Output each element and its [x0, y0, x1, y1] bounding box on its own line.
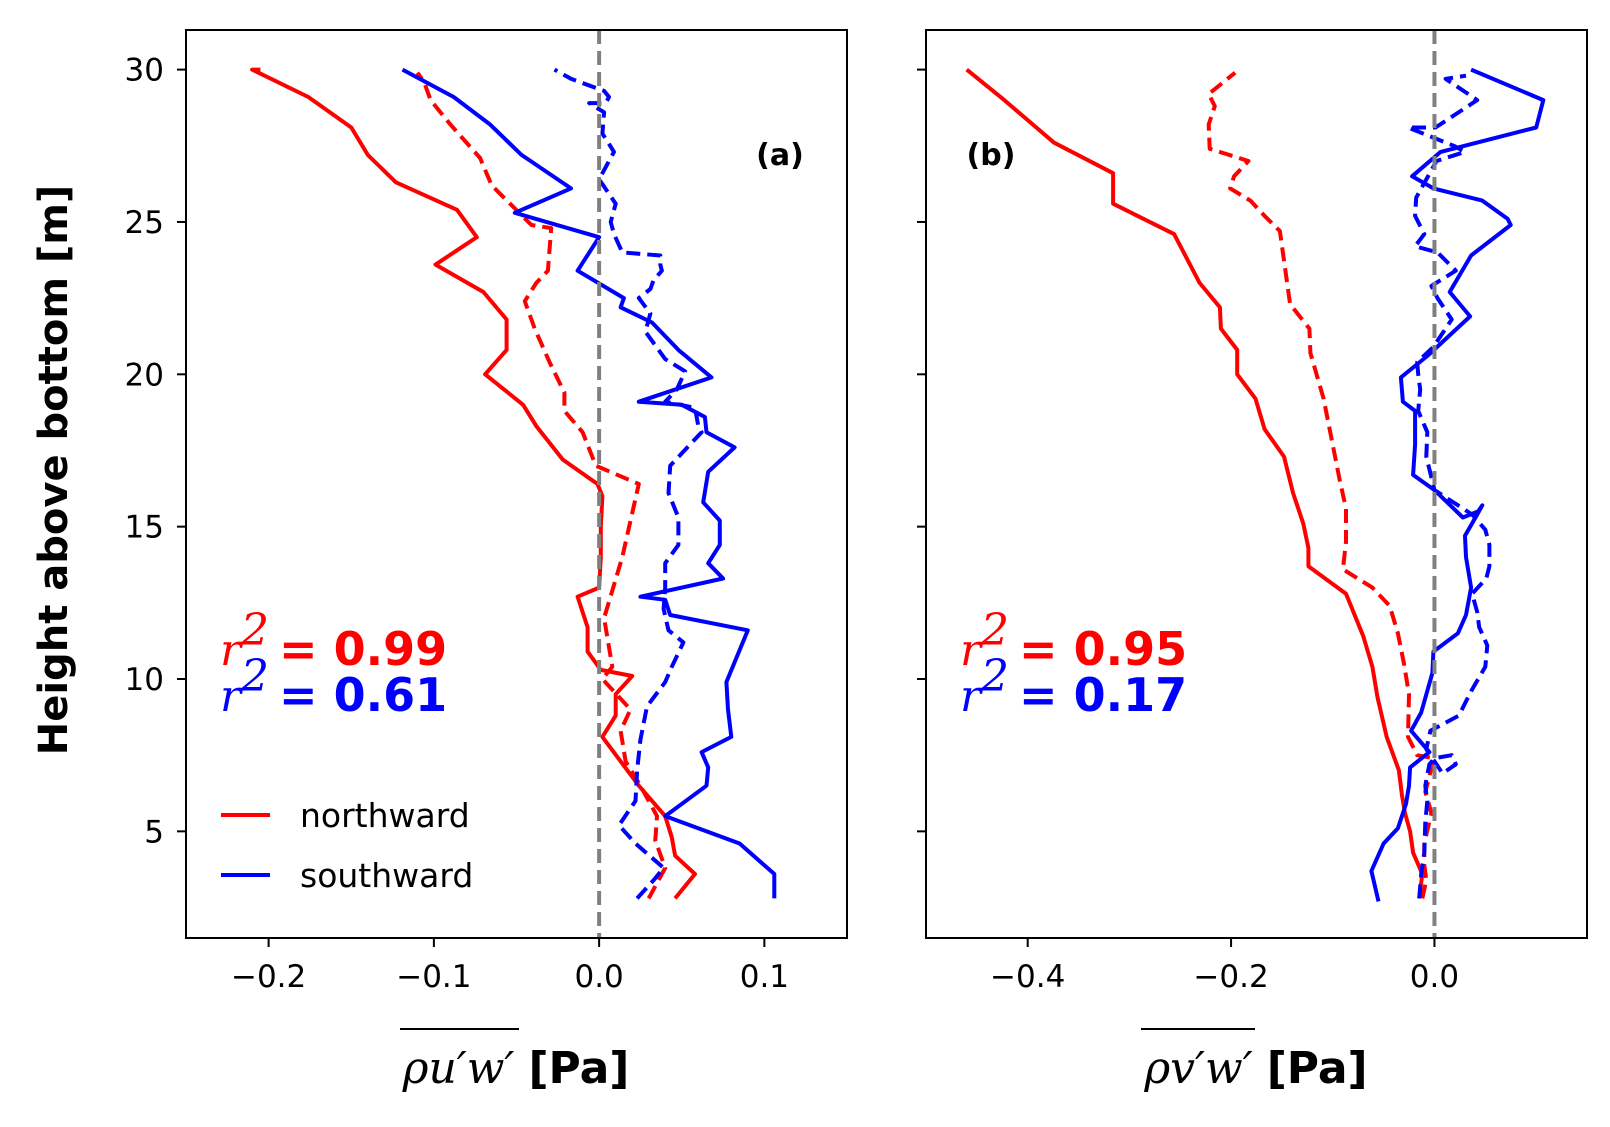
panel-a-y-tick-label: 20 [125, 357, 164, 393]
panel-a-y-tick-label: 5 [144, 814, 164, 850]
panel-b-stat-south-symbol: r [960, 671, 984, 722]
panel-a-stat-north: r2 = 0.99 [220, 605, 447, 676]
panel-b-series-solid-red [965, 68, 1425, 899]
panel-b-stat-north-symbol: r [960, 625, 984, 676]
panel-a-y-tick-label: 30 [125, 53, 164, 89]
panel-b-stat-south: r2 = 0.17 [960, 651, 1187, 722]
panel-a-stat-south: r2 = 0.61 [220, 651, 447, 722]
panel-a-y-ticks: 5 10 15 20 25 30 [125, 53, 186, 850]
y-axis-title: Height above bottom [m] [31, 185, 77, 755]
panel-b-y-ticks [917, 68, 926, 833]
legend-label-southward: southward [300, 856, 473, 895]
panel-a-x-tick-label: −0.2 [231, 959, 306, 995]
panel-a-x-axis-title: ρu′w′ [Pa] [402, 1043, 630, 1094]
legend-label-northward: northward [300, 796, 470, 835]
panel-b-x-axis-unit: [Pa] [1267, 1043, 1368, 1094]
panel-a-x-ticks: −0.2 −0.1 0.0 0.1 [231, 938, 789, 995]
panel-b-stat-north: r2 = 0.95 [960, 605, 1187, 676]
panel-a-series-solid-blue [401, 67, 777, 899]
legend: northward southward [221, 796, 473, 895]
panel-a-frame [185, 29, 848, 939]
panel-b-x-tick-label: −0.4 [990, 959, 1065, 995]
panel-a-x-tick-label: −0.1 [396, 959, 471, 995]
panel-b-stat-south-value: = 0.17 [1019, 668, 1187, 722]
panel-b-stat-north-value: = 0.95 [1019, 622, 1187, 676]
panel-a-x-axis-symbol: ρu′w′ [402, 1043, 515, 1094]
panel-a-y-tick-label: 25 [125, 205, 164, 241]
panel-a-plot-area [250, 30, 777, 938]
panel-a-x-tick-label: 0.1 [740, 959, 789, 995]
panel-a-y-tick-label: 15 [125, 510, 164, 546]
panel-b-frame [925, 29, 1588, 939]
panel-b-x-tick-label: −0.2 [1193, 959, 1268, 995]
panel-b-stat-north-exponent: 2 [980, 605, 1009, 656]
panel-b-tag: (b) [967, 138, 1016, 173]
panel-a-stat-south-symbol: r [220, 671, 244, 722]
panel-a-x-axis-unit: [Pa] [528, 1043, 629, 1094]
panel-a-tag: (a) [756, 138, 804, 173]
panel-b-stat-south-exponent: 2 [980, 651, 1009, 702]
panel-b-series-solid-blue [1369, 67, 1546, 902]
panel-a-stat-north-exponent: 2 [240, 605, 269, 656]
panel-a: (a) −0.2 −0.1 0.0 0.1 5 10 15 20 25 30 ρu′w′ [Pa]… [125, 29, 848, 1094]
panel-a-y-tick-label: 10 [125, 662, 164, 698]
panel-a-series-dashed-blue [553, 67, 704, 900]
panel-a-x-tick-label: 0.0 [574, 959, 623, 995]
panel-b-series-dashed-blue [1406, 73, 1492, 899]
panel-a-stat-north-symbol: r [220, 625, 244, 676]
panel-b-x-axis-title: ρv′w′ [Pa] [1143, 1043, 1367, 1094]
panel-b-x-tick-label: 0.0 [1410, 959, 1459, 995]
panel-a-stat-south-value: = 0.61 [279, 668, 447, 722]
panel-a-stat-south-exponent: 2 [240, 651, 269, 702]
panel-b-x-ticks: −0.4 −0.2 0.0 [990, 938, 1459, 995]
panel-b-plot-area [965, 30, 1546, 938]
panel-b: (b) −0.4 −0.2 0.0 ρv′w′ [Pa] r2 = 0.95 r2 = 0… [917, 29, 1588, 1094]
panel-a-stat-north-value: = 0.99 [279, 622, 447, 676]
panel-a-series-dashed-red [415, 71, 668, 900]
panel-a-series-solid-red [250, 67, 697, 900]
panel-b-x-axis-symbol: ρv′w′ [1143, 1043, 1252, 1094]
